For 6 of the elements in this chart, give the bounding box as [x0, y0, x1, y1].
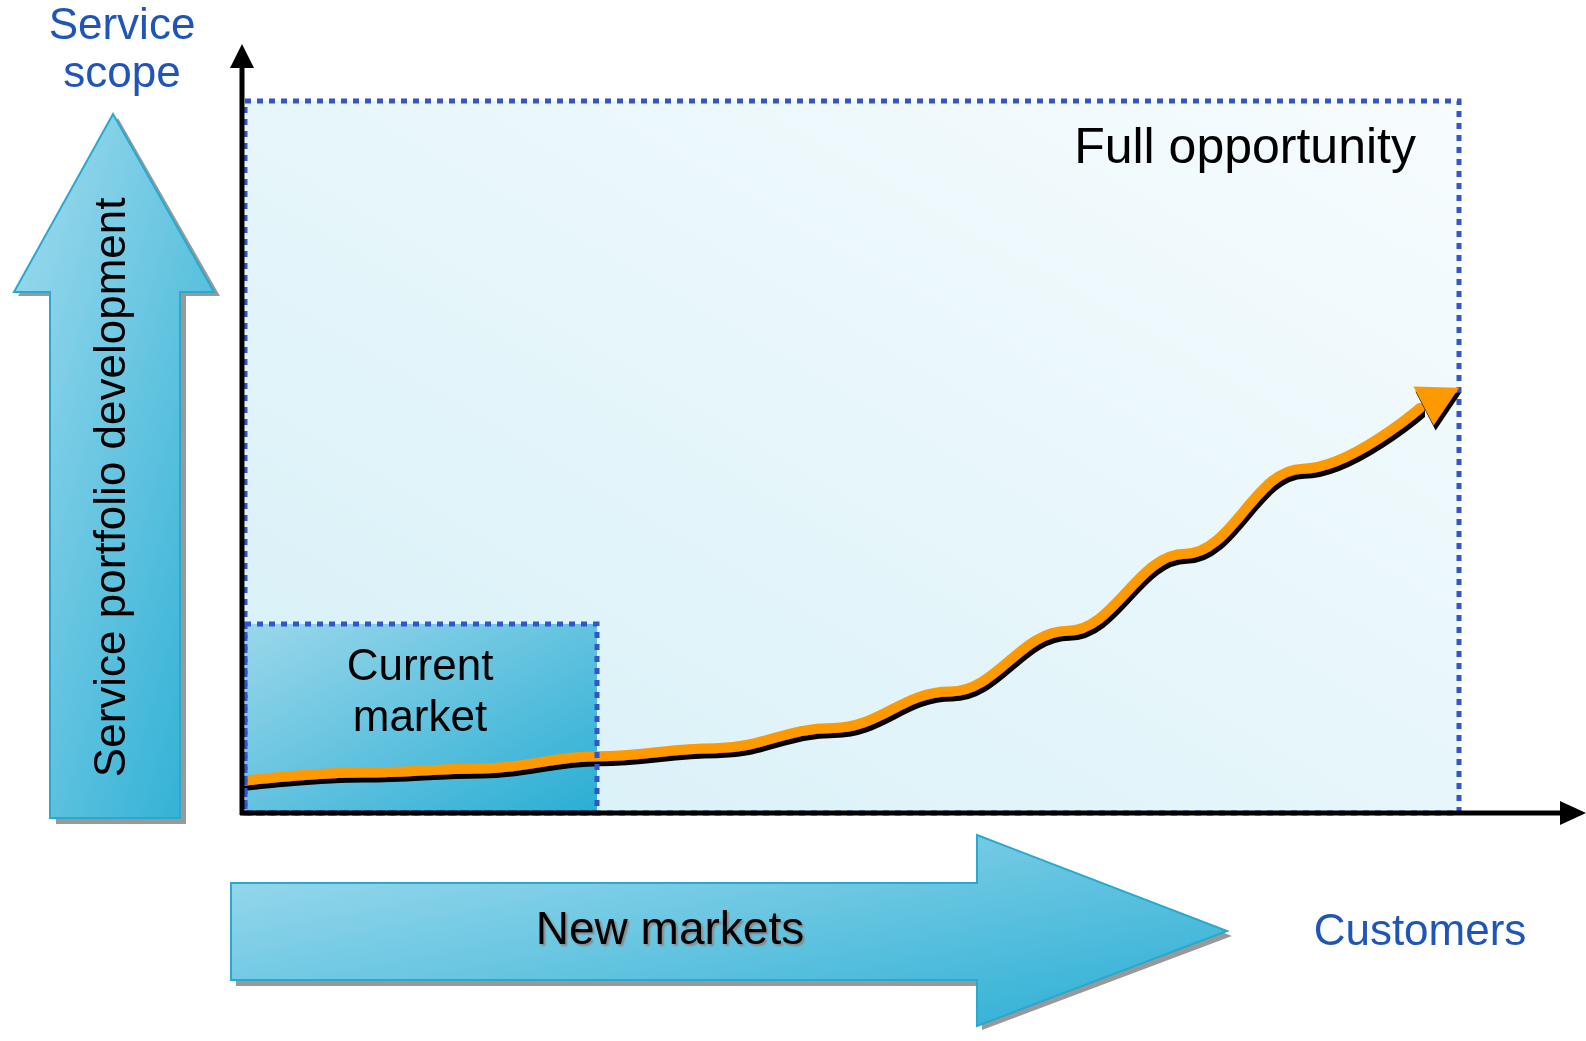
- text: Full opportunity: [1074, 118, 1416, 176]
- x-axis-title: Customers: [1312, 905, 1528, 956]
- annotation: Current market: [345, 640, 495, 742]
- text: Service portfolio development: [84, 196, 135, 780]
- text: Service scope: [47, 0, 197, 97]
- text: New markets: [534, 902, 806, 955]
